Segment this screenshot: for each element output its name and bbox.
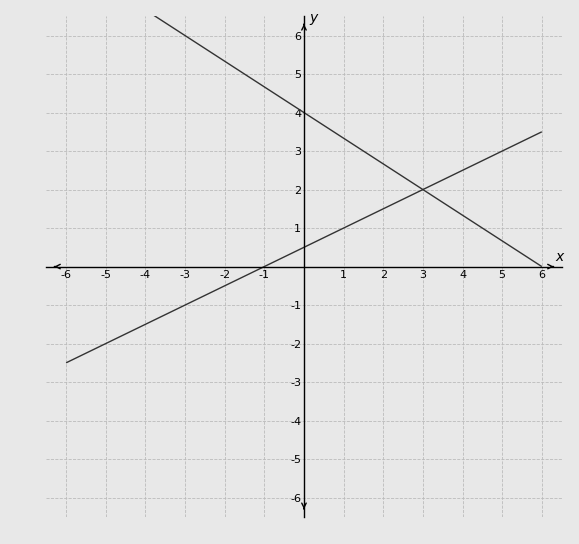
Text: y: y <box>310 11 318 25</box>
Text: x: x <box>555 250 564 264</box>
